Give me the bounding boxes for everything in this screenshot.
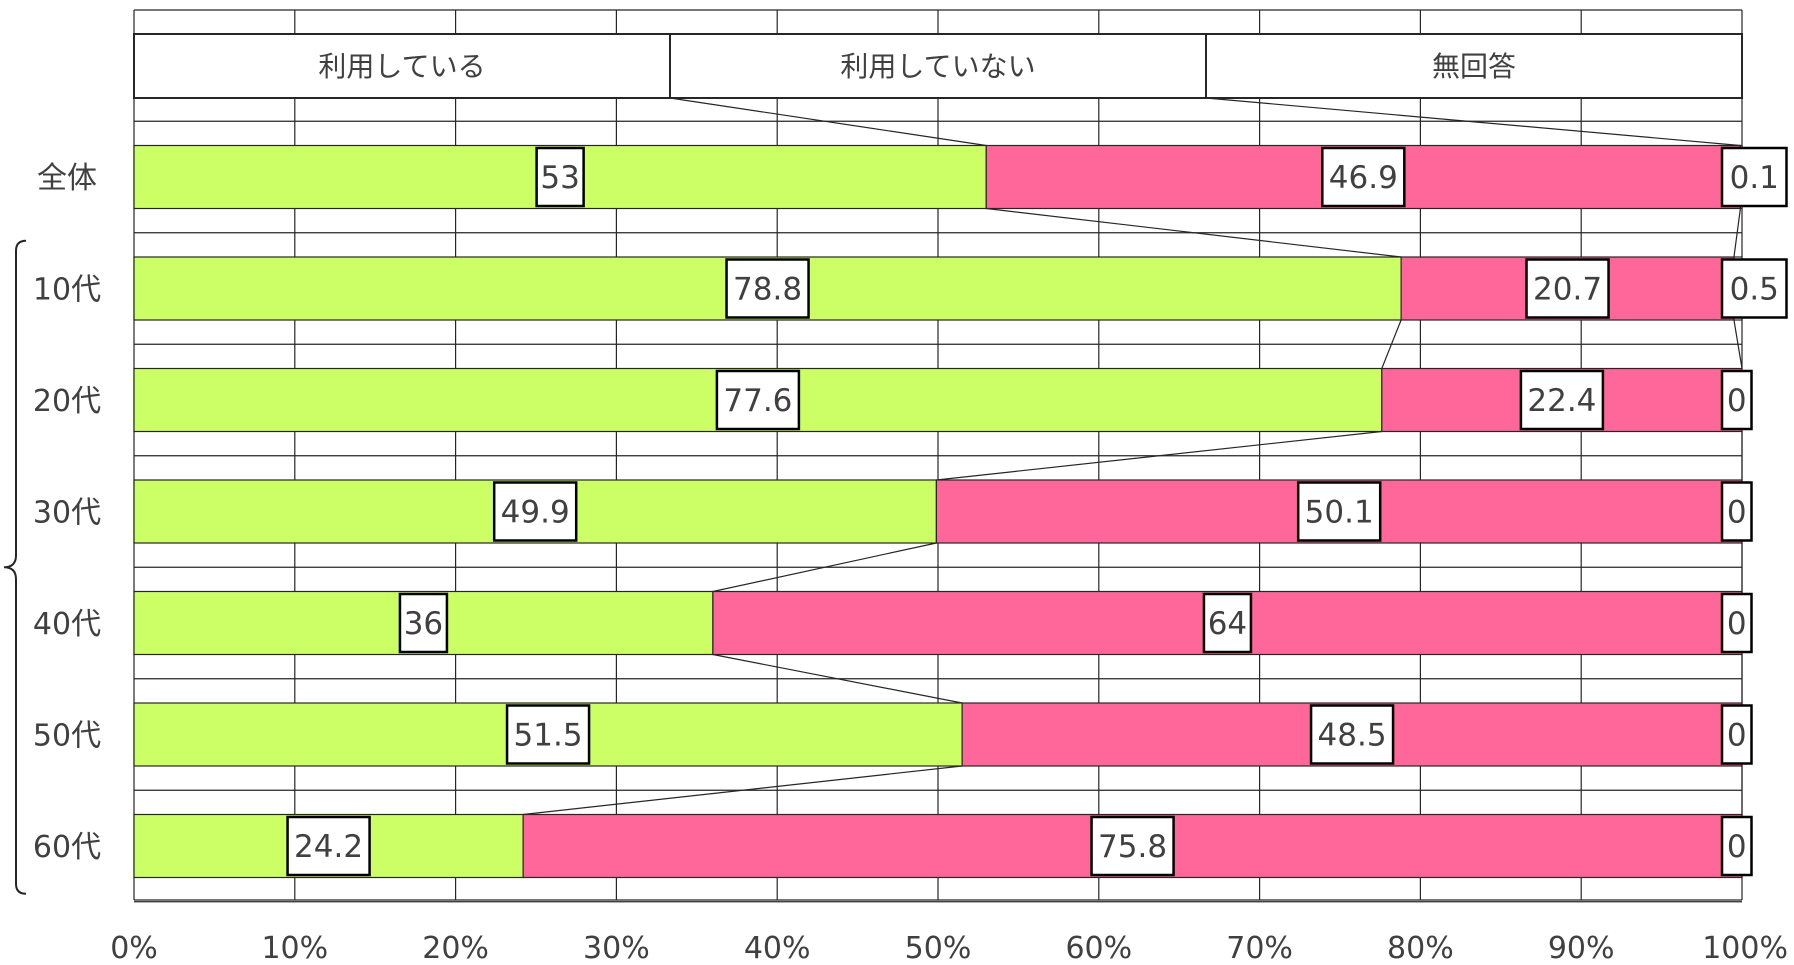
data-label-box [1720, 481, 1753, 542]
data-label: 50.1 [1305, 495, 1374, 531]
series-line [986, 207, 1402, 258]
data-label: 51.5 [514, 718, 583, 754]
data-label-box [1519, 369, 1605, 431]
data-label: 77.6 [723, 383, 792, 419]
data-label: 46.9 [1329, 160, 1398, 196]
data-label-box [1720, 704, 1753, 765]
data-label: 36 [404, 606, 443, 642]
data-label-box [286, 815, 371, 877]
x-tick-label: 80% [1387, 931, 1454, 965]
x-tick-label: 50% [905, 931, 972, 965]
series-line [1733, 208, 1741, 258]
data-label: 24.2 [294, 829, 363, 865]
data-label-box [1321, 146, 1406, 208]
data-label-box [1720, 592, 1753, 654]
data-label: 0.1 [1730, 160, 1779, 196]
x-tick-label: 100% [1702, 931, 1788, 965]
x-tick-label: 60% [1065, 931, 1132, 965]
data-label: 48.5 [1318, 718, 1387, 754]
category-label: 40代 [33, 607, 101, 642]
data-label: 0 [1727, 718, 1747, 754]
x-tick-label: 10% [261, 931, 328, 965]
data-label-box [1720, 258, 1788, 319]
category-label: 20代 [33, 384, 101, 419]
bracket-path [3, 239, 27, 895]
data-label: 49.9 [501, 495, 570, 531]
series-line [936, 430, 1382, 481]
data-label: 0 [1727, 383, 1747, 419]
grid-lines [133, 9, 1743, 903]
series-line [1205, 97, 1741, 147]
category-label: 10代 [33, 273, 101, 308]
series-line [1733, 319, 1743, 369]
category-label: 全体 [37, 161, 97, 196]
x-tick-label: 70% [1226, 931, 1293, 965]
data-label-box [1720, 815, 1753, 877]
data-label: 75.8 [1098, 829, 1167, 865]
data-label: 64 [1208, 606, 1247, 642]
series-lines [523, 97, 1743, 816]
data-label: 0 [1727, 606, 1747, 642]
data-label-box [1720, 146, 1788, 208]
series-line [712, 542, 937, 593]
legend-label: 無回答 [1432, 50, 1516, 83]
category-label: 50代 [33, 719, 101, 754]
data-labels: 53 46.9 0.1 78.8 20.7 0.5 77.6 22.4 0 49.9 50.1 0 36… [286, 146, 1788, 877]
data-label-box [505, 704, 591, 765]
legend: 利用している 利用していない 無回答 [133, 33, 1743, 99]
x-tick-label: 20% [422, 931, 489, 965]
data-label-box [1090, 815, 1175, 877]
data-label: 53 [540, 160, 579, 196]
data-label-box [398, 592, 449, 654]
data-label: 0 [1727, 495, 1747, 531]
legend-label: 利用していない [840, 50, 1035, 83]
data-label-box [1296, 481, 1382, 542]
legend-label: 利用している [318, 50, 485, 83]
data-label-box [1309, 704, 1395, 765]
data-label-box [1720, 369, 1753, 431]
category-label: 60代 [33, 830, 101, 865]
data-label-box [1525, 258, 1610, 319]
series-line [523, 765, 963, 816]
x-tick-label: 0% [110, 931, 158, 965]
category-label: 30代 [33, 496, 101, 531]
x-axis: 0% 10% 20% 30% 40% 50% 60% 70% 80% 90% 100% [110, 931, 1788, 965]
data-label-box [1202, 592, 1253, 654]
data-label: 78.8 [733, 272, 802, 308]
age-group-bracket [3, 239, 27, 895]
series-line [712, 653, 963, 704]
data-label: 0.5 [1730, 272, 1779, 308]
data-label: 22.4 [1527, 383, 1596, 419]
series-line [669, 97, 987, 147]
x-tick-label: 90% [1548, 931, 1615, 965]
data-label-box [725, 258, 810, 319]
series-line [1381, 319, 1402, 369]
data-label-box [535, 146, 585, 208]
legend-box [1205, 33, 1743, 99]
x-tick-label: 30% [583, 931, 650, 965]
data-label: 20.7 [1533, 272, 1602, 308]
x-tick-label: 40% [744, 931, 811, 965]
data-label-box [492, 481, 578, 542]
category-labels: 全体 10代 20代 30代 40代 50代 60代 [33, 161, 101, 865]
data-label: 0 [1727, 829, 1747, 865]
data-label-box [715, 369, 801, 431]
